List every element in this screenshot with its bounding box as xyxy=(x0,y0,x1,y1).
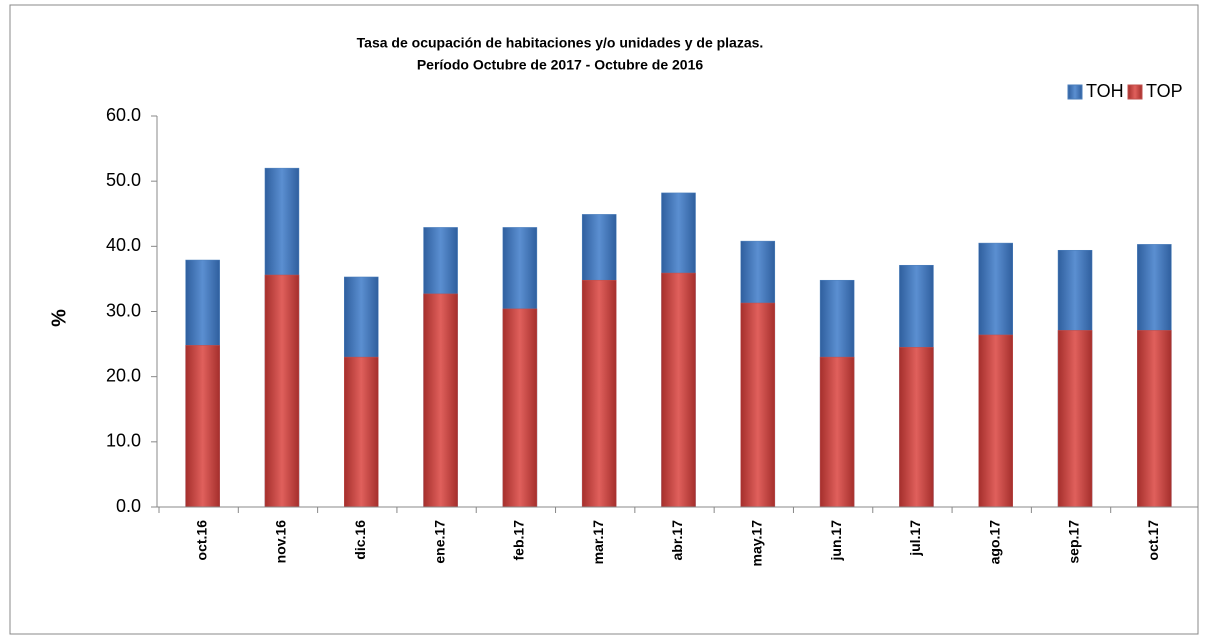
y-tick-label: 10.0 xyxy=(106,431,141,451)
bar xyxy=(661,272,696,508)
x-tick-label: sep.17 xyxy=(1066,520,1082,564)
x-tick-label: oct.17 xyxy=(1145,520,1161,561)
x-tick-label: dic.16 xyxy=(352,520,368,560)
bar xyxy=(581,279,617,508)
bar xyxy=(1137,330,1172,508)
bar xyxy=(978,334,1013,508)
legend-swatch xyxy=(1067,84,1083,100)
bar xyxy=(264,274,300,508)
chart-border xyxy=(9,4,1199,635)
y-tick-label: 50.0 xyxy=(106,170,141,190)
x-tick-label: jun.17 xyxy=(828,520,844,562)
x-tick-label: nov.16 xyxy=(273,520,289,564)
y-tick-label: 40.0 xyxy=(106,235,141,255)
x-tick-label: mar.17 xyxy=(590,520,606,565)
bar xyxy=(502,308,538,508)
bar xyxy=(344,356,379,508)
y-tick-label: 30.0 xyxy=(106,300,141,320)
x-tick-label: ago.17 xyxy=(986,520,1002,565)
x-tick-label: ene.17 xyxy=(431,520,447,564)
x-tick-label: abr.17 xyxy=(669,520,685,561)
bar xyxy=(423,293,458,508)
bar xyxy=(185,345,220,508)
y-tick-label: 20.0 xyxy=(106,365,141,385)
legend-swatch xyxy=(1127,84,1143,100)
bar xyxy=(899,347,934,508)
x-tick-label: oct.16 xyxy=(193,520,209,561)
chart-subtitle: Período Octubre de 2017 - Octubre de 201… xyxy=(417,57,704,73)
x-tick-label: may.17 xyxy=(749,520,765,567)
y-tick-label: 0.0 xyxy=(116,496,141,516)
y-tick-label: 60.0 xyxy=(106,105,141,125)
legend-label: TOP xyxy=(1146,81,1183,101)
x-tick-label: feb.17 xyxy=(511,520,527,561)
x-tick-label: jul.17 xyxy=(907,520,923,557)
bar xyxy=(1057,330,1093,508)
bar xyxy=(740,302,776,508)
bar xyxy=(819,356,855,508)
y-axis-label: % xyxy=(48,309,70,327)
legend-label: TOH xyxy=(1086,81,1124,101)
chart-title: Tasa de ocupación de habitaciones y/o un… xyxy=(357,35,764,51)
